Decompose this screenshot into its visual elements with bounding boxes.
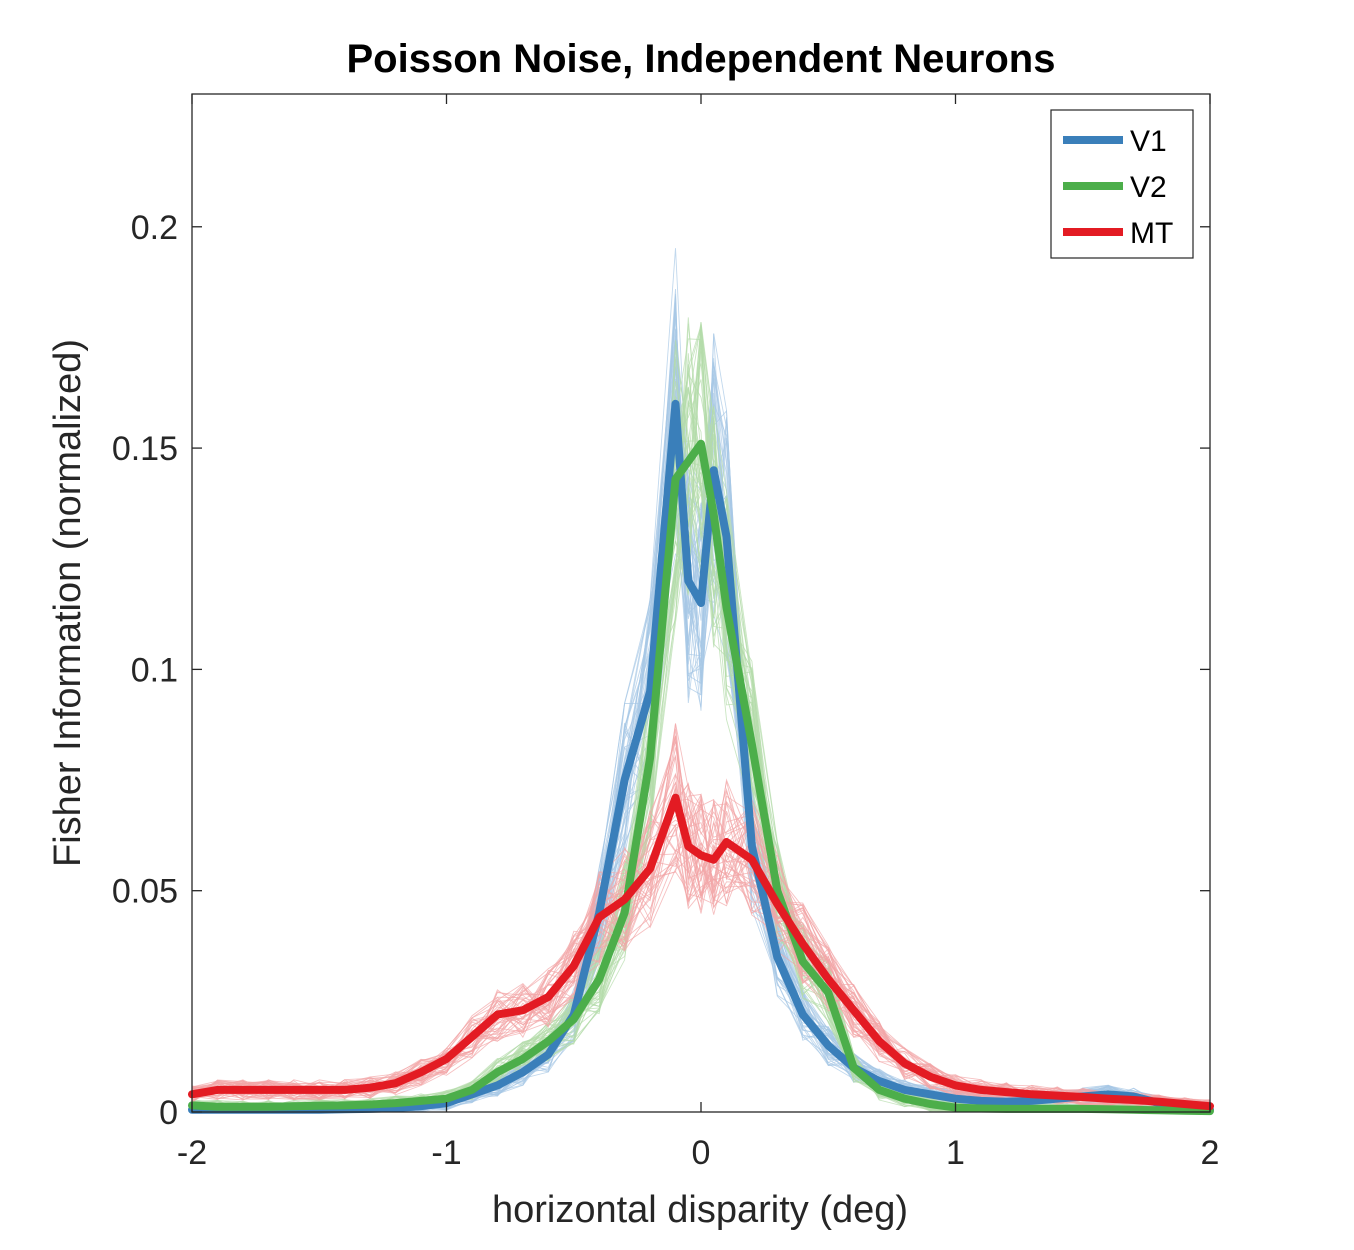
x-tick-label: -2 — [177, 1134, 207, 1172]
y-tick-label: 0.1 — [131, 651, 178, 689]
y-tick-label: 0.15 — [112, 430, 178, 468]
legend: V1 V2 MT — [1050, 109, 1194, 259]
series-line-mt — [188, 793, 1214, 1111]
axis-ticks — [191, 94, 1211, 1113]
y-tick-label: 0.05 — [112, 873, 178, 911]
y-tick-label: 0 — [159, 1094, 178, 1132]
y-tick-label: 0.2 — [131, 209, 178, 247]
x-axis-label: horizontal disparity (deg) — [492, 1189, 908, 1231]
plot-area — [188, 93, 1214, 1116]
x-tick-labels: -2 -1 0 1 2 — [177, 1134, 1220, 1172]
y-tick-labels: 0 0.05 0.1 0.15 0.2 — [112, 209, 178, 1132]
legend-label-mt: MT — [1130, 217, 1173, 250]
series-line-v2 — [188, 439, 1214, 1116]
x-tick-label: 1 — [946, 1134, 965, 1172]
y-axis-label: Fisher Information (normalized) — [47, 339, 89, 867]
legend-label-v2: V2 — [1130, 171, 1167, 204]
series-lines — [188, 399, 1214, 1116]
series-line-v1 — [188, 399, 1214, 1114]
x-tick-label: -1 — [431, 1134, 461, 1172]
x-tick-label: 2 — [1201, 1134, 1220, 1172]
legend-label-v1: V1 — [1130, 125, 1167, 158]
chart-title: Poisson Noise, Independent Neurons — [347, 37, 1056, 81]
x-tick-label: 0 — [692, 1134, 711, 1172]
